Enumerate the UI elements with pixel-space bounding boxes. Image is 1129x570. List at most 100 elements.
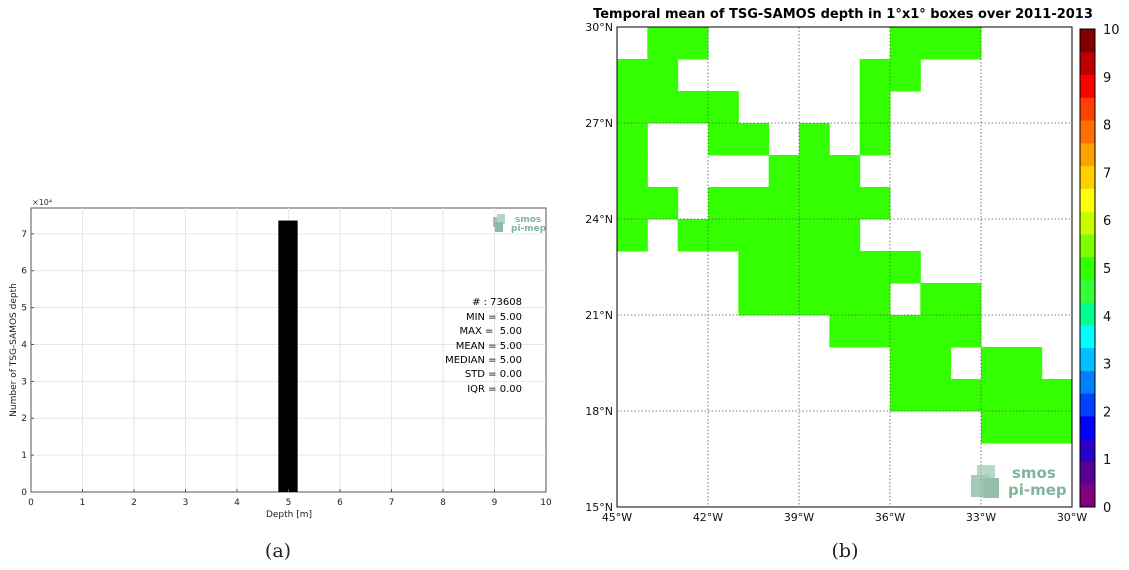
- map-cell: [617, 155, 648, 188]
- y-tick-label: 0: [21, 488, 27, 498]
- map-cell: [859, 123, 891, 156]
- histogram-bar: [278, 220, 298, 492]
- colorbar-segment: [1080, 165, 1095, 189]
- map-title: Temporal mean of TSG-SAMOS depth in 1°x1…: [593, 7, 1093, 22]
- x-tick-label: 0: [28, 498, 34, 508]
- colorbar-segment: [1080, 324, 1095, 349]
- longitude-label: 45°W: [602, 511, 632, 524]
- colorbar-segment: [1080, 211, 1095, 235]
- map-cell: [829, 315, 861, 348]
- y-tick-label: 1: [21, 451, 27, 461]
- colorbar-tick-label: 9: [1103, 71, 1111, 86]
- map-cells: [617, 27, 1073, 444]
- map-cell: [950, 27, 982, 60]
- map-cell: [890, 59, 921, 92]
- map-cell: [617, 219, 648, 252]
- y-tick-label: 6: [21, 267, 27, 277]
- longitude-label: 36°W: [875, 511, 905, 524]
- stats-count: # : 73608: [472, 297, 522, 308]
- histogram-bars: [278, 220, 298, 492]
- smos-logo-large: smos pi-mep: [971, 464, 1067, 499]
- map-cell: [708, 123, 739, 156]
- colorbar-frame: [1079, 28, 1096, 508]
- caption-a: (a): [265, 540, 291, 562]
- colorbar-ticks: 0 1 2 3 4 5 6 7 8 9 10: [1103, 23, 1120, 516]
- x-tick-label: 10: [540, 498, 552, 508]
- colorbar-tick-label: 10: [1103, 23, 1120, 38]
- y-tick-label: 3: [21, 377, 27, 387]
- colorbar-tick-label: 6: [1103, 214, 1111, 229]
- map-cell: [859, 315, 891, 348]
- x-tick-label: 7: [389, 498, 395, 508]
- stats-min: MIN = 5.00: [466, 312, 522, 323]
- map-cell: [1041, 379, 1073, 412]
- colorbar-segment: [1080, 29, 1095, 53]
- map-cell: [859, 91, 891, 124]
- map-cell: [799, 251, 830, 284]
- colorbar-segment: [1080, 347, 1095, 371]
- colorbar-tick-label: 3: [1103, 358, 1111, 373]
- latitude-label: 27°N: [585, 117, 613, 130]
- map-cell: [829, 283, 861, 316]
- map-cell: [708, 187, 739, 220]
- colorbar: [1079, 28, 1096, 508]
- smos-logo-small: smos pi-mep: [493, 214, 547, 234]
- latitude-label: 21°N: [585, 309, 613, 322]
- map-cell: [829, 219, 861, 252]
- stats-std: STD = 0.00: [465, 369, 522, 380]
- latitude-label: 18°N: [585, 405, 613, 418]
- longitude-label: 30°W: [1057, 511, 1087, 524]
- map-cell: [647, 91, 679, 124]
- colorbar-tick-label: 1: [1103, 453, 1111, 468]
- logo-smos-text: smos: [1012, 464, 1056, 482]
- map-cell: [981, 347, 1012, 380]
- map-cell: [647, 27, 679, 60]
- y-tick-label: 5: [21, 304, 27, 314]
- colorbar-segment: [1080, 51, 1095, 76]
- colorbar-segment: [1080, 484, 1095, 508]
- histogram-y-ticks: 0 1 2 3 4 5 6 7: [21, 230, 34, 498]
- colorbar-segment: [1080, 74, 1095, 98]
- map-cell: [617, 59, 648, 92]
- y-tick-label: 2: [21, 414, 27, 424]
- map-cell: [799, 283, 830, 316]
- map-cell: [920, 347, 952, 380]
- colorbar-segment: [1080, 302, 1095, 326]
- colorbar-segment: [1080, 256, 1095, 280]
- y-exponent-label: ×10⁴: [32, 198, 52, 207]
- map-cell: [950, 283, 982, 316]
- map-cell: [890, 27, 921, 60]
- x-axis-label: Depth [m]: [266, 510, 312, 520]
- map-cell: [981, 411, 1012, 444]
- colorbar-segment: [1080, 438, 1095, 462]
- map-grid: [617, 27, 1072, 507]
- stats-iqr: IQR = 0.00: [467, 384, 522, 395]
- map-panel: Temporal mean of TSG-SAMOS depth in 1°x1…: [585, 7, 1119, 524]
- colorbar-segment: [1080, 279, 1095, 303]
- latitude-label: 24°N: [585, 213, 613, 226]
- map-cell: [768, 251, 800, 284]
- map-cell: [617, 91, 648, 124]
- map-cell: [1041, 411, 1073, 444]
- map-x-ticks: 45°W 42°W 39°W 36°W 33°W 30°W: [602, 511, 1087, 524]
- colorbar-segment: [1080, 370, 1095, 394]
- map-cell: [799, 187, 830, 220]
- logo-pimep-text: pi-mep: [511, 224, 547, 234]
- colorbar-tick-label: 8: [1103, 119, 1111, 134]
- map-cell: [738, 219, 770, 252]
- map-cell: [1011, 411, 1043, 444]
- map-cell: [799, 123, 830, 156]
- cube-logo-icon: [971, 465, 999, 498]
- map-cell: [1011, 347, 1043, 380]
- y-tick-label: 4: [21, 340, 27, 350]
- colorbar-segment: [1080, 97, 1095, 121]
- map-cell: [920, 379, 952, 412]
- map-cell: [1011, 379, 1043, 412]
- map-cell: [708, 91, 739, 124]
- x-tick-label: 6: [337, 498, 343, 508]
- x-tick-label: 3: [183, 498, 189, 508]
- map-cell: [890, 251, 921, 284]
- caption-b: (b): [832, 540, 859, 562]
- colorbar-tick-label: 2: [1103, 405, 1111, 420]
